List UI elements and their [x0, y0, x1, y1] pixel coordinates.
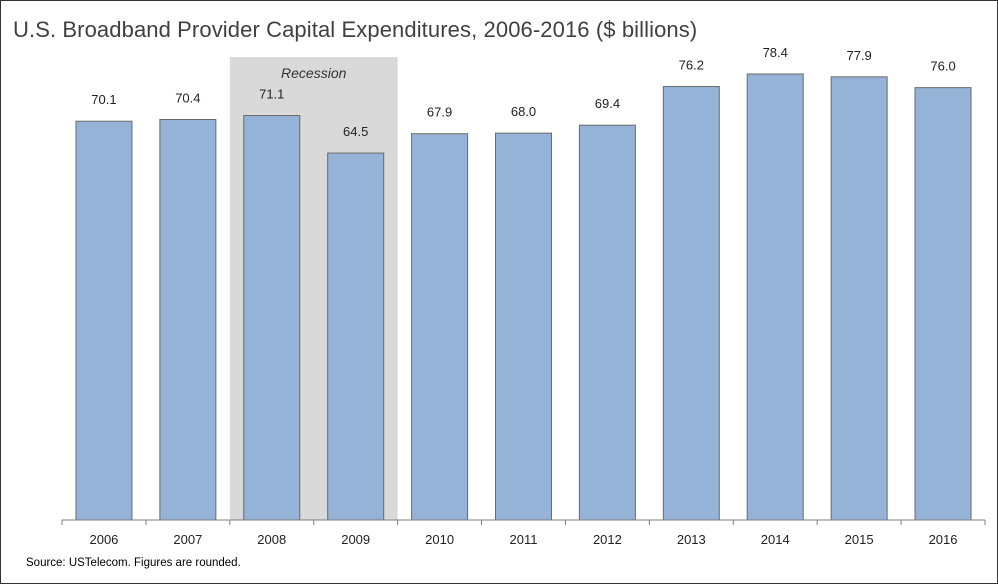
x-tick-labels-group: 2006 2007 2008 2009 2010 2011 2012 2013 2014 2015… — [89, 532, 957, 547]
source-note: Source: USTelecom. Figures are rounded. — [26, 557, 241, 569]
data-label-2014: 78.4 — [763, 45, 788, 60]
x-tick-label-2016: 2016 — [929, 532, 958, 547]
bar-2007 — [159, 119, 217, 521]
bars-group — [75, 73, 972, 521]
chart-title: U.S. Broadband Provider Capital Expendit… — [13, 17, 698, 42]
bar-2014 — [746, 73, 804, 521]
data-label-2009: 64.5 — [343, 124, 368, 139]
x-tick-label-2015: 2015 — [845, 532, 874, 547]
data-label-2013: 76.2 — [679, 58, 704, 73]
x-tick-label-2006: 2006 — [89, 532, 118, 547]
data-label-2006: 70.1 — [91, 92, 116, 107]
x-tick-label-2007: 2007 — [173, 532, 202, 547]
data-label-2012: 69.4 — [595, 96, 620, 111]
data-label-2007: 70.4 — [175, 91, 200, 106]
data-label-2010: 67.9 — [427, 105, 452, 120]
bar-2010 — [411, 133, 469, 521]
bar-2013 — [662, 86, 720, 521]
bar-2011 — [495, 132, 552, 521]
x-tick-label-2012: 2012 — [593, 532, 622, 547]
x-tick-label-2013: 2013 — [677, 532, 706, 547]
data-label-2011: 68.0 — [511, 104, 536, 119]
x-tick-label-2011: 2011 — [510, 532, 538, 547]
data-label-2015: 77.9 — [846, 48, 871, 63]
bar-2015 — [830, 76, 888, 521]
bar-2016 — [914, 87, 972, 521]
bar-2008 — [243, 115, 301, 521]
data-label-2016: 76.0 — [930, 59, 955, 74]
data-label-2008: 71.1 — [259, 87, 284, 102]
x-ticks-group — [61, 520, 986, 525]
x-tick-label-2009: 2009 — [341, 532, 370, 547]
bar-2009 — [327, 152, 385, 521]
recession-label: Recession — [281, 65, 347, 81]
data-labels-group: 70.1 70.4 71.1 64.5 67.9 68.0 69.4 76.2 78.4 77.9… — [91, 45, 955, 139]
x-tick-label-2008: 2008 — [257, 532, 286, 547]
bar-2012 — [578, 124, 636, 521]
x-tick-label-2014: 2014 — [761, 532, 790, 547]
x-tick-label-2010: 2010 — [425, 532, 454, 547]
bar-2006 — [75, 120, 133, 521]
